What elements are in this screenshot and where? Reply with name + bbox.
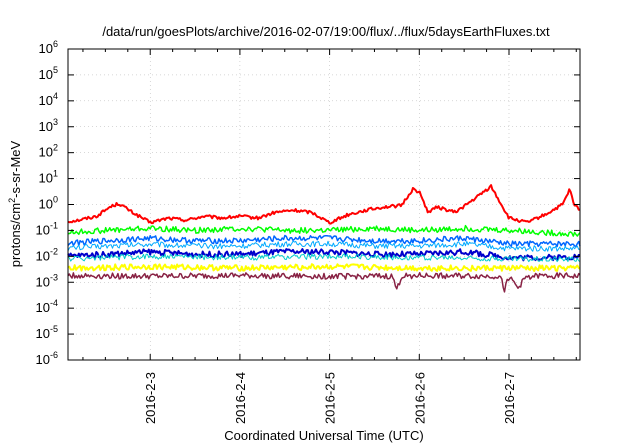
x-tick-label: 2016-2-6 — [412, 372, 427, 424]
series-group — [67, 184, 581, 293]
series-line — [67, 240, 581, 252]
x-axis-label: Coordinated Universal Time (UTC) — [224, 428, 423, 443]
y-tick-label: 10-5 — [36, 324, 58, 341]
x-tick-label: 2016-2-5 — [323, 372, 338, 424]
x-tick-label: 2016-2-4 — [233, 372, 248, 424]
y-axis-label: protons/cm2-s-sr-MeV — [7, 140, 23, 267]
y-tick-label: 10-6 — [36, 350, 58, 367]
chart-title: /data/run/goesPlots/archive/2016-02-07/1… — [102, 24, 550, 39]
x-tick-label: 2016-2-3 — [143, 372, 158, 424]
y-tick-label: 102 — [39, 143, 58, 160]
y-tick-label: 100 — [39, 195, 58, 212]
grid-lines — [68, 48, 580, 361]
series-line — [67, 234, 581, 248]
y-tick-label: 105 — [39, 65, 58, 82]
y-axis-label-base: protons/cm — [8, 203, 23, 267]
series-line — [67, 184, 581, 225]
y-axis-ticks: 10-6 10-5 10-4 10-3 10-2 10-1 100 101 102 103 104 1… — [36, 39, 580, 367]
series-line — [67, 272, 581, 293]
series-line — [67, 253, 581, 263]
series-line — [67, 224, 581, 237]
series-line — [67, 248, 580, 262]
y-tick-label: 10-4 — [36, 298, 58, 315]
y-tick-label: 101 — [39, 169, 58, 186]
y-tick-label: 10-1 — [36, 220, 58, 237]
x-tick-label: 2016-2-7 — [502, 372, 517, 424]
y-axis-label-sup: 2 — [7, 198, 17, 203]
y-tick-label: 10-2 — [36, 246, 58, 263]
y-tick-label: 10-3 — [36, 272, 58, 289]
x-axis-ticks: 2016-2-3 2016-2-4 2016-2-5 2016-2-6 2016-2-7 — [82, 49, 577, 424]
y-tick-label: 104 — [39, 91, 58, 108]
series-line — [67, 263, 581, 272]
y-axis-label-rest: -s-sr-MeV — [8, 140, 23, 197]
y-tick-label: 103 — [39, 117, 58, 134]
y-tick-label: 106 — [39, 39, 58, 56]
